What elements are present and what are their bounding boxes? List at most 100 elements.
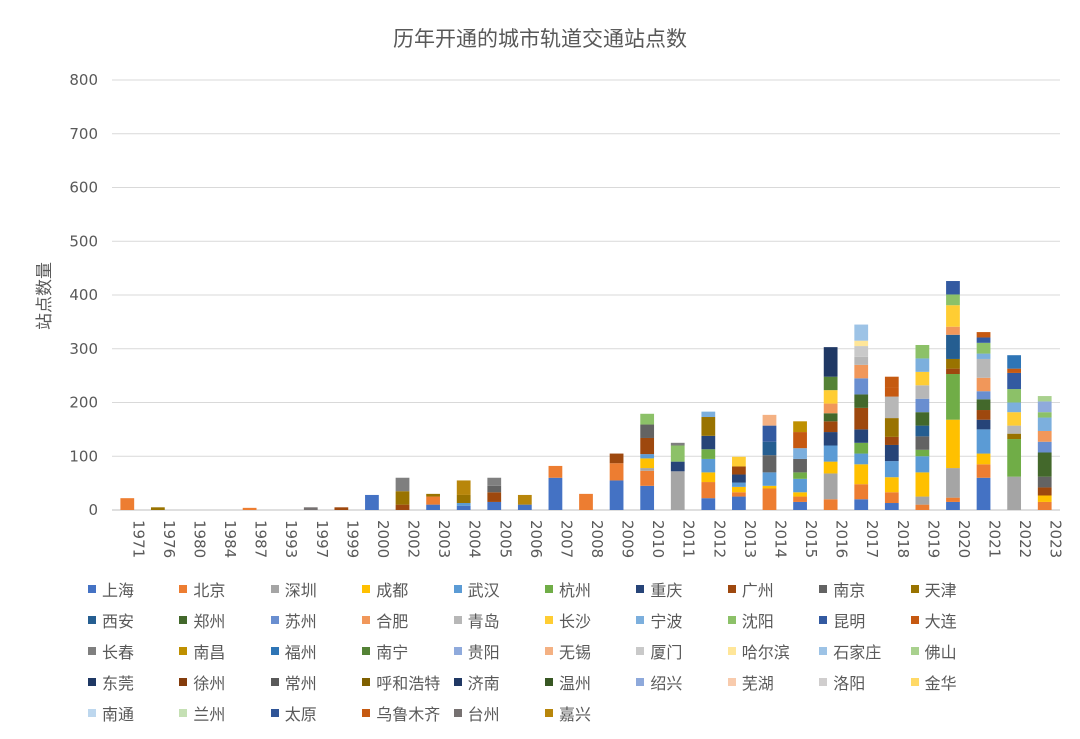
legend-swatch	[179, 647, 188, 655]
bar-segment	[732, 486, 746, 493]
bar-segment	[854, 442, 869, 454]
bar-segment	[1007, 372, 1022, 390]
bar-segment	[426, 504, 440, 510]
bar-segment	[609, 453, 624, 464]
bar-segment	[976, 342, 991, 354]
chart: 历年开通的城市轨道交通站点数 站点数量 0 100 200 300 400 500 600 7…	[35, 27, 1065, 558]
legend-item: 绍兴	[636, 671, 682, 693]
legend-swatch	[453, 647, 462, 655]
bar-segment	[946, 281, 960, 295]
bar-segment	[395, 491, 410, 505]
legend-label: 常州	[284, 674, 317, 693]
bar-segment	[670, 442, 685, 446]
bar-segment	[365, 494, 379, 510]
bar-segment	[976, 377, 991, 392]
bar-segment	[915, 449, 930, 457]
bar-segment	[762, 414, 777, 426]
legend-swatch	[545, 647, 553, 655]
legend-label: 乌鲁木齐	[376, 705, 441, 724]
legend-swatch	[636, 585, 645, 593]
legend-item: 合肥	[362, 609, 408, 631]
bar-segment	[915, 425, 930, 437]
legend-item: 青岛	[453, 609, 500, 631]
legend-swatch	[179, 616, 188, 624]
legend-label: 佛山	[924, 643, 957, 662]
bar-segment	[976, 353, 991, 359]
bar-segment	[732, 456, 746, 467]
legend-item: 南宁	[362, 640, 408, 662]
bar-segment	[487, 501, 502, 510]
bar-segment	[915, 371, 930, 386]
bar-segment	[823, 413, 838, 422]
legend-item: 长沙	[545, 609, 591, 631]
x-tick-label: 2018	[894, 520, 912, 558]
bars	[120, 281, 1052, 510]
x-tick-label: 2013	[741, 520, 759, 558]
y-tick-label: 400	[69, 286, 98, 304]
bar-segment	[640, 458, 655, 469]
gridlines	[112, 79, 1060, 511]
bar-segment	[854, 453, 869, 465]
legend-swatch	[819, 678, 828, 686]
bar-segment	[915, 436, 930, 450]
bar-segment	[854, 394, 869, 408]
legend-swatch	[88, 678, 96, 686]
bar-segment	[915, 358, 930, 372]
legend-swatch	[545, 585, 553, 593]
legend-item: 常州	[270, 671, 317, 693]
bar-segment	[976, 419, 991, 430]
bar-segment	[1037, 396, 1052, 402]
bar-segment	[976, 337, 991, 343]
legend-item: 兰州	[179, 702, 225, 724]
legend-swatch	[636, 616, 645, 624]
legend-item: 西安	[88, 609, 134, 631]
bar-segment	[1037, 495, 1052, 502]
bar-segment	[915, 472, 930, 497]
bar-segment	[701, 417, 716, 436]
bar-segment	[823, 403, 838, 414]
legend-swatch	[270, 647, 279, 655]
legend-label: 天津	[924, 581, 957, 600]
bar-segment	[946, 374, 960, 420]
legend-item: 南昌	[179, 640, 225, 662]
legend-item: 厦门	[636, 640, 682, 662]
legend-label: 无锡	[559, 643, 592, 662]
legend-item: 大连	[910, 609, 957, 631]
legend-label: 昆明	[833, 612, 866, 631]
legend-swatch	[910, 616, 919, 624]
legend-item: 哈尔滨	[727, 640, 790, 662]
legend-swatch	[545, 616, 553, 624]
legend-label: 郑州	[193, 612, 226, 631]
bar-segment	[548, 465, 563, 478]
x-tick-label: 1976	[160, 520, 178, 558]
bar-segment	[793, 496, 807, 502]
bar-segment	[487, 485, 502, 493]
legend-swatch	[88, 709, 96, 717]
bar-segment	[395, 477, 410, 492]
legend-item: 成都	[362, 578, 408, 600]
bar-segment	[242, 507, 257, 510]
x-tick-label: 2023	[1047, 520, 1065, 558]
bar-segment	[823, 461, 838, 474]
legend-swatch	[910, 647, 919, 655]
bar-segment	[823, 376, 838, 391]
x-tick-label: 1971	[129, 520, 147, 558]
x-tick-label: 2020	[955, 520, 973, 558]
legend-item: 南通	[88, 702, 134, 724]
bar-segment	[946, 468, 960, 498]
bar-segment	[548, 477, 563, 510]
bar-segment	[732, 492, 746, 497]
bar-segment	[976, 453, 991, 465]
x-tick-label: 2009	[619, 520, 637, 558]
x-tick-label: 1984	[221, 520, 239, 558]
bar-segment	[976, 477, 991, 510]
bar-segment	[823, 347, 838, 377]
legend-label: 长春	[102, 643, 135, 662]
legend-label: 北京	[193, 581, 226, 600]
bar-segment	[1037, 430, 1052, 442]
bar-segment	[487, 477, 502, 486]
bar-segment	[456, 480, 471, 495]
legend-swatch	[819, 647, 828, 655]
bar-segment	[701, 449, 716, 459]
bar-segment	[487, 492, 502, 502]
